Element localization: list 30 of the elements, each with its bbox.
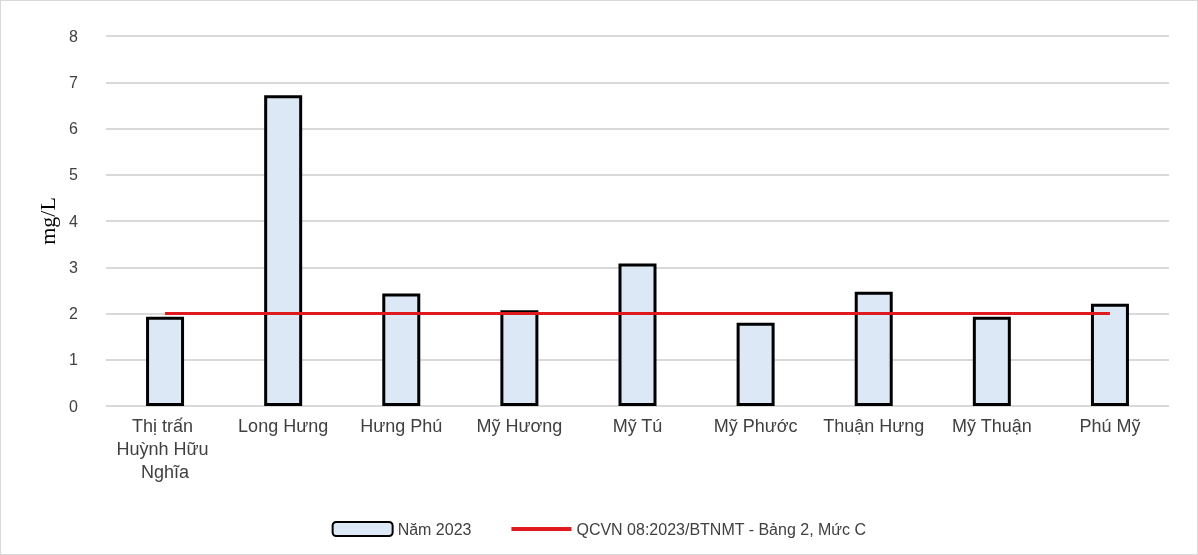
bar (618, 263, 657, 406)
x-tick-label: Mỹ Tú (612, 415, 663, 436)
y-axis-title: mg/L (34, 197, 60, 245)
bar (382, 293, 421, 406)
y-tick-label: 8 (69, 27, 79, 45)
bar (736, 322, 775, 406)
legend-label: Năm 2023 (397, 520, 472, 538)
bar (264, 95, 303, 406)
x-tick-label: Thuận Hưng (823, 415, 925, 436)
x-tick-label: Long Hưng (238, 415, 329, 436)
x-tick-label: Thị trấn Huỳnh Hữu Nghĩa (116, 415, 214, 482)
bar (500, 310, 539, 406)
y-tick-label: 4 (69, 212, 79, 230)
x-tick-label: Phú Mỹ (1079, 415, 1141, 436)
bar (972, 316, 1011, 406)
bar (854, 291, 893, 406)
x-tick-label: Mỹ Thuận (951, 415, 1032, 436)
y-tick-label: 2 (69, 305, 79, 322)
bar (146, 316, 185, 406)
y-tick-label: 6 (69, 120, 79, 137)
y-tick-label: 5 (69, 166, 79, 184)
x-tick-label: Mỹ Phước (713, 415, 798, 436)
bar (1090, 303, 1129, 406)
y-tick-label: 3 (69, 258, 79, 276)
y-tick-label: 7 (69, 73, 79, 91)
x-tick-label: Hưng Phú (360, 415, 443, 436)
legend-label: QCVN 08:2023/BTNMT - Bảng 2, Mức C (576, 520, 867, 538)
y-tick-label: 1 (69, 351, 79, 369)
y-tick-label: 0 (69, 397, 79, 415)
x-tick-label: Mỹ Hương (476, 415, 563, 436)
